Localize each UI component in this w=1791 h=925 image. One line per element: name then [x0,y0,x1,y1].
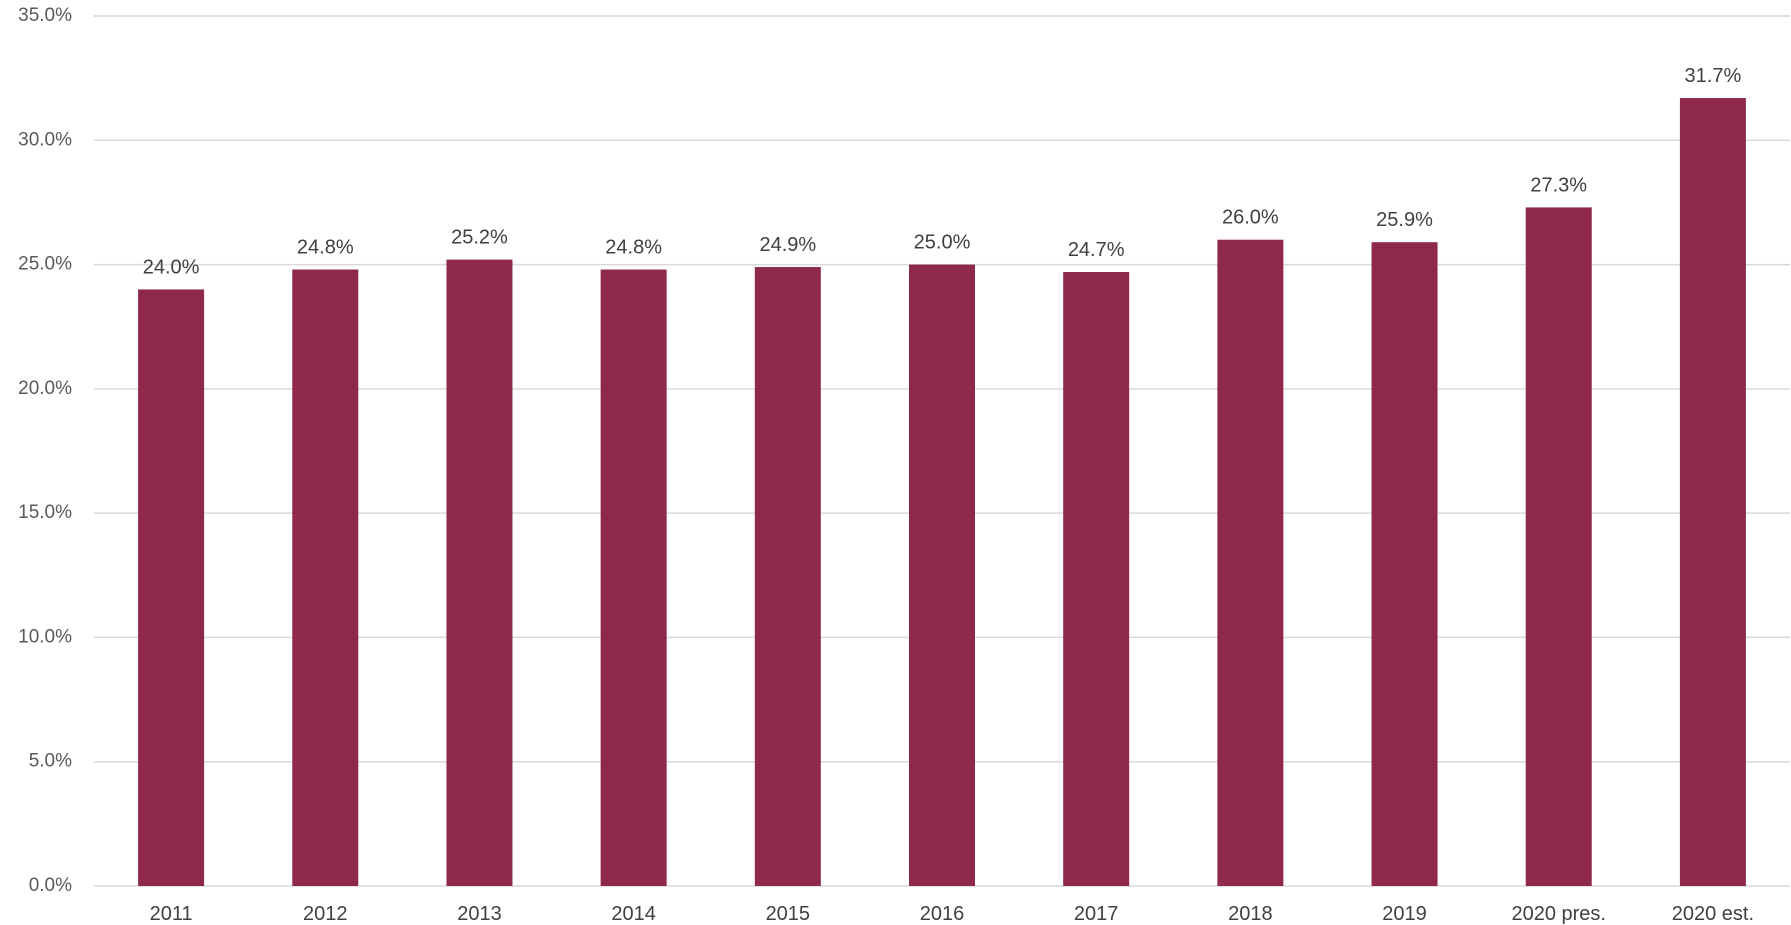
data-label: 27.3% [1530,174,1587,196]
data-label: 25.9% [1376,209,1433,231]
bar [754,267,821,886]
y-tick-label: 35.0% [18,5,72,26]
y-tick-label: 5.0% [29,751,72,772]
x-tick-label: 2012 [303,903,348,925]
x-tick-label: 2017 [1074,903,1119,925]
y-tick-label: 25.0% [18,254,72,275]
bar [446,259,513,887]
y-tick-label: 20.0% [18,378,72,399]
data-label: 24.9% [759,234,816,256]
data-label: 25.0% [914,232,971,254]
x-tick-label: 2015 [766,903,811,925]
data-label: 24.8% [297,237,354,259]
bar [1217,239,1284,886]
bar [1679,98,1746,887]
x-tick-label: 2019 [1382,903,1427,925]
x-tick-label: 2011 [150,903,193,925]
x-tick-label: 2013 [457,903,502,925]
y-axis-tick-labels: 0.0% 5.0% 10.0% 15.0% 20.0% 25.0% 30.0% 35.0% [18,5,72,896]
bars [138,98,1746,887]
y-tick-label: 0.0% [29,875,72,896]
data-label: 31.7% [1685,65,1742,87]
bar [1371,242,1438,886]
data-labels: 24.0% 24.8% 25.2% 24.8% 24.9% 25.0% 24.7% 26.0%… [143,65,1742,278]
bar [600,269,667,886]
x-tick-label: 2018 [1228,903,1273,925]
y-tick-label: 30.0% [18,129,72,150]
bar [909,264,975,887]
data-label: 25.2% [451,227,508,249]
data-label: 24.8% [605,237,662,259]
data-label: 24.0% [143,256,200,278]
bar [1525,207,1592,886]
x-tick-label: 2014 [611,903,656,925]
bar [1063,272,1130,886]
bar [292,269,359,886]
y-tick-label: 10.0% [18,626,72,647]
data-label: 26.0% [1222,207,1279,229]
y-tick-label: 15.0% [18,502,72,523]
x-tick-label: 2020 est. [1672,903,1754,925]
x-axis-tick-labels: 2011 2012 2013 2014 2015 2016 2017 2018 2019 2020… [150,903,1754,925]
bar [138,289,205,886]
data-label: 24.7% [1068,239,1125,261]
x-tick-label: 2020 pres. [1511,903,1606,925]
x-tick-label: 2016 [920,903,965,925]
